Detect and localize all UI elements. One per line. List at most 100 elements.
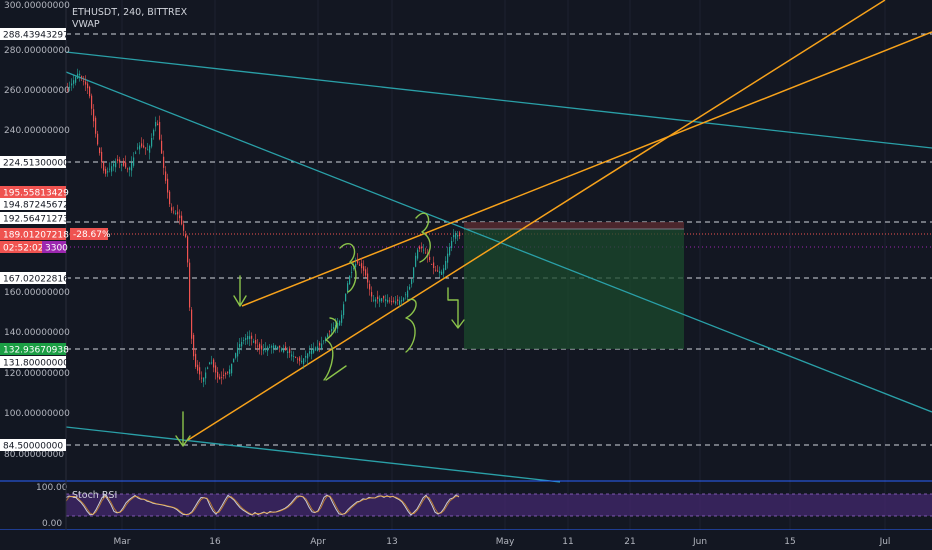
candle-body xyxy=(89,86,91,97)
candle-body xyxy=(305,356,307,358)
candle-body xyxy=(195,353,197,367)
time-tick: May xyxy=(496,537,515,547)
candle-body xyxy=(223,374,225,376)
position-profit-zone[interactable] xyxy=(464,229,684,349)
candle-body xyxy=(375,299,377,302)
candle-body xyxy=(365,269,367,276)
candle-body xyxy=(439,271,441,274)
candle-body xyxy=(437,270,439,272)
candle-body xyxy=(115,161,117,168)
candlestick-series[interactable] xyxy=(67,68,461,388)
candle-body xyxy=(373,299,375,301)
candle-body xyxy=(129,167,131,170)
candle-body xyxy=(451,241,453,249)
candle-body xyxy=(359,264,361,266)
time-tick: 16 xyxy=(209,537,221,547)
price-badge xyxy=(0,228,66,240)
candle-body xyxy=(367,273,369,283)
price-badge-text: 189.01207218 xyxy=(3,231,69,241)
price-tick: 160.00000000 xyxy=(4,288,70,298)
candle-body xyxy=(271,346,273,348)
candle-body xyxy=(95,117,97,134)
candle-body xyxy=(311,349,313,355)
candle-body xyxy=(423,249,425,251)
candle-body xyxy=(299,357,301,362)
candle-body xyxy=(219,376,221,380)
candle-body xyxy=(175,213,177,214)
candle-body xyxy=(197,364,199,371)
candle-body xyxy=(283,349,285,353)
candle-body xyxy=(263,348,265,351)
candle-body xyxy=(425,252,427,254)
candle-body xyxy=(389,300,391,302)
change-badge xyxy=(70,228,108,240)
candle-body xyxy=(123,160,125,166)
price-badge-text: 84.50000000 xyxy=(3,442,63,452)
candle-body xyxy=(405,294,407,296)
candle-body xyxy=(361,263,363,269)
candle-body xyxy=(119,159,121,163)
candle-body xyxy=(255,339,257,344)
candle-body xyxy=(249,336,251,340)
candle-body xyxy=(369,283,371,290)
candle-body xyxy=(101,151,103,162)
candle-body xyxy=(159,122,161,140)
candle-body xyxy=(391,301,393,302)
candle-body xyxy=(279,345,281,348)
candle-body xyxy=(83,80,85,82)
candle-body xyxy=(383,295,385,299)
candle-body xyxy=(353,268,355,269)
candle-body xyxy=(449,247,451,256)
candle-body xyxy=(147,149,149,151)
candle-body xyxy=(173,211,175,213)
candle-body xyxy=(183,224,185,231)
candle-body xyxy=(209,362,211,365)
price-badge-text: 195.55813429 xyxy=(3,189,69,199)
candle-body xyxy=(171,207,173,211)
candle-body xyxy=(273,345,275,349)
candle-body xyxy=(379,298,381,302)
time-axis[interactable] xyxy=(0,530,932,550)
candle-body xyxy=(281,348,283,351)
price-ticks: 300.00000000 280.00000000 260.00000000 240.… xyxy=(4,1,70,460)
time-tick: Apr xyxy=(310,537,326,547)
candle-body xyxy=(363,266,365,271)
candle-body xyxy=(303,358,305,365)
candle-body xyxy=(355,264,357,268)
candle-body xyxy=(349,276,351,285)
position-loss-zone[interactable] xyxy=(464,222,684,229)
candle-body xyxy=(381,298,383,302)
candle-body xyxy=(229,369,231,374)
price-badge xyxy=(42,241,66,253)
candle-body xyxy=(445,261,447,270)
candle-body xyxy=(69,86,71,88)
change-text: -28.67% xyxy=(73,230,111,240)
candle-body xyxy=(81,76,83,78)
orange-trendlines[interactable] xyxy=(187,0,932,441)
candle-body xyxy=(213,359,215,368)
candle-body xyxy=(201,377,203,379)
price-tick: 140.00000000 xyxy=(4,328,70,338)
candle-body xyxy=(135,152,137,154)
candle-body xyxy=(109,168,111,170)
candle-body xyxy=(111,166,113,172)
candle-body xyxy=(301,360,303,363)
candle-body xyxy=(155,122,157,127)
candle-body xyxy=(157,123,159,126)
candle-body xyxy=(277,346,279,349)
candle-body xyxy=(187,236,189,263)
teal-trendlines[interactable] xyxy=(65,51,932,483)
candle-body xyxy=(371,292,373,297)
candle-body xyxy=(261,345,263,350)
candle-body xyxy=(441,271,443,275)
candle-body xyxy=(421,246,423,249)
candle-body xyxy=(125,162,127,168)
price-badge-text: 194.87245672 xyxy=(3,201,69,211)
candle-body xyxy=(331,329,333,332)
price-badge xyxy=(0,198,66,210)
candle-body xyxy=(325,337,327,341)
candle-body xyxy=(139,145,141,150)
candle-body xyxy=(73,80,75,84)
price-badge-text: 224.51300000 xyxy=(3,159,69,169)
